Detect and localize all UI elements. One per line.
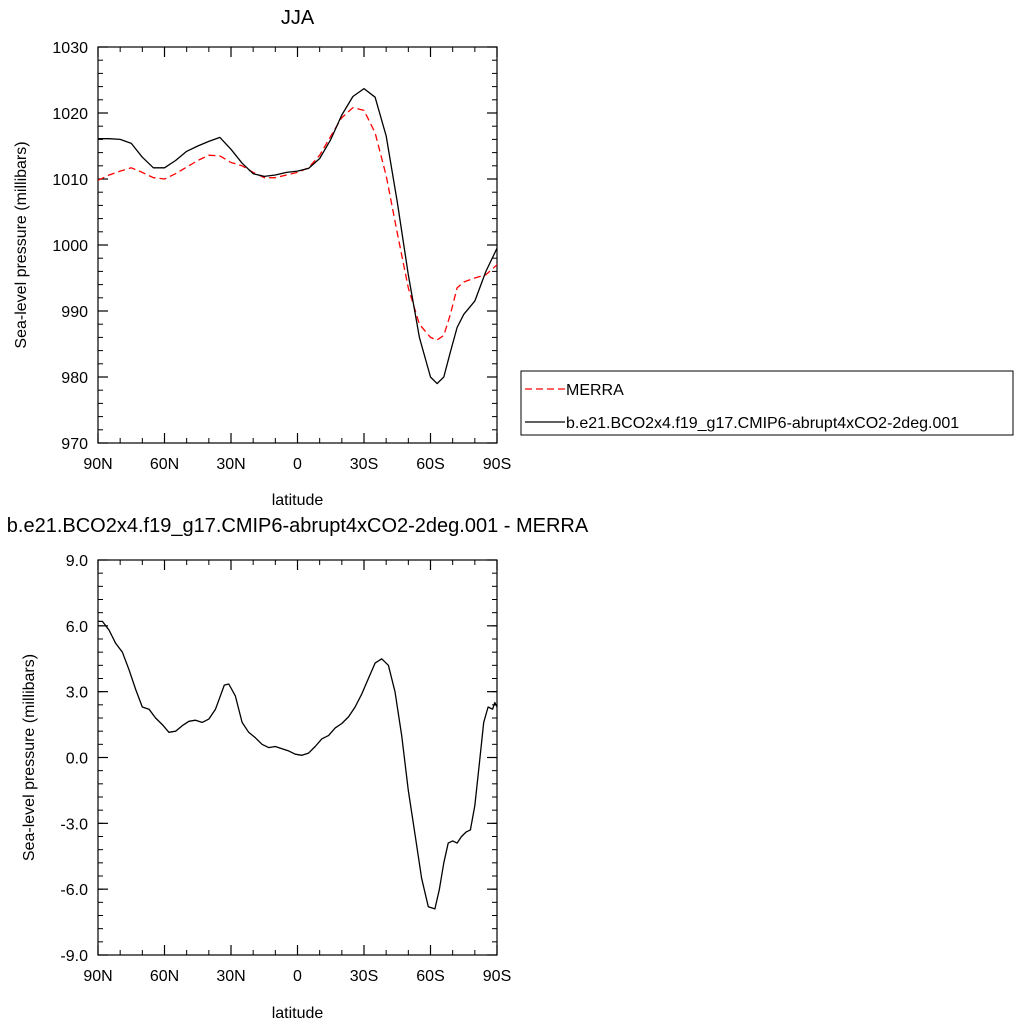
y-tick-label: -3.0 xyxy=(60,816,88,833)
x-tick-label: 90S xyxy=(483,968,511,985)
y-axis-label: Sea-level pressure (millibars) xyxy=(13,141,30,348)
x-tick-label: 30N xyxy=(216,968,245,985)
y-tick-label: 3.0 xyxy=(66,685,88,702)
legend-label: b.e21.BCO2x4.f19_g17.CMIP6-abrupt4xCO2-2… xyxy=(566,415,959,432)
series-line-b xyxy=(98,87,497,385)
chart-title: b.e21.BCO2x4.f19_g17.CMIP6-abrupt4xCO2-2… xyxy=(7,515,589,537)
legend-label: MERRA xyxy=(566,382,624,399)
y-tick-label: 0.0 xyxy=(66,751,88,768)
y-tick-label: -9.0 xyxy=(60,948,88,965)
chart-title: JJA xyxy=(281,7,315,29)
plot-frame xyxy=(97,559,498,956)
x-tick-label: 60S xyxy=(416,968,444,985)
x-tick-label: 60S xyxy=(416,456,444,473)
x-tick-label: 0 xyxy=(293,456,302,473)
series-line-merra xyxy=(98,107,497,341)
x-tick-label: 90N xyxy=(83,968,112,985)
difference-line xyxy=(98,620,497,910)
y-axis-label: Sea-level pressure (millibars) xyxy=(21,654,38,861)
x-tick-label: 30S xyxy=(350,968,378,985)
y-tick-label: 990 xyxy=(61,304,88,321)
x-axis-label: latitude xyxy=(272,1005,324,1022)
legend: MERRA b.e21.BCO2x4.f19_g17.CMIP6-abrupt4x… xyxy=(520,370,1014,436)
y-tick-label: 970 xyxy=(61,436,88,453)
x-tick-label: 60N xyxy=(150,968,179,985)
chart-panel-2: 90N 60N 30N 0 30S 60S 90S -9.0 -6.0 -3.0 0.0 3.0 6.0… xyxy=(7,515,589,1022)
y-tick-label: -6.0 xyxy=(60,882,88,899)
x-tick-label: 30S xyxy=(350,456,378,473)
x-tick-label: 30N xyxy=(216,456,245,473)
x-tick-label: 90S xyxy=(483,456,511,473)
x-tick-label: 0 xyxy=(293,968,302,985)
y-tick-label: 1010 xyxy=(52,172,88,189)
y-tick-label: 1000 xyxy=(52,238,88,255)
legend-box xyxy=(520,370,1014,436)
x-tick-label: 90N xyxy=(83,456,112,473)
y-tick-label: 1020 xyxy=(52,106,88,123)
chart-panel-1: 90N 60N 30N 0 30S 60S 90S 970 980 990 1000 1010 1020… xyxy=(13,7,511,509)
x-tick-label: 60N xyxy=(150,456,179,473)
y-tick-label: 9.0 xyxy=(66,553,88,570)
y-tick-label: 6.0 xyxy=(66,619,88,636)
y-tick-label: 980 xyxy=(61,370,88,387)
x-axis-label: latitude xyxy=(272,492,324,509)
y-tick-label: 1030 xyxy=(52,40,88,57)
